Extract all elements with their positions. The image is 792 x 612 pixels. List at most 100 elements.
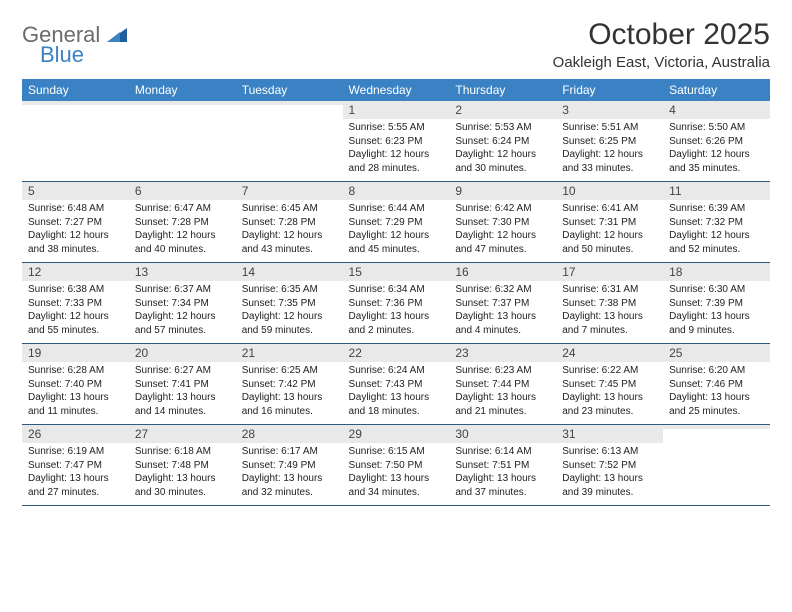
calendar-week-row: 19Sunrise: 6:28 AMSunset: 7:40 PMDayligh…	[22, 344, 770, 425]
day-number: 8	[343, 182, 450, 200]
calendar-day-cell: 19Sunrise: 6:28 AMSunset: 7:40 PMDayligh…	[22, 344, 129, 425]
day-number: 20	[129, 344, 236, 362]
day-number: 2	[449, 101, 556, 119]
day-detail-line: and 38 minutes.	[28, 243, 123, 257]
day-detail-line: and 37 minutes.	[455, 486, 550, 500]
day-detail-line: Daylight: 13 hours	[349, 310, 444, 324]
day-detail-line: and 7 minutes.	[562, 324, 657, 338]
day-detail-line: Sunset: 7:35 PM	[242, 297, 337, 311]
calendar-table: Sunday Monday Tuesday Wednesday Thursday…	[22, 79, 770, 506]
day-details	[236, 105, 343, 161]
day-detail-line: Sunset: 6:24 PM	[455, 135, 550, 149]
calendar-page: General Blue October 2025 Oakleigh East,…	[0, 0, 792, 516]
day-number: 13	[129, 263, 236, 281]
day-detail-line: Sunset: 7:43 PM	[349, 378, 444, 392]
day-detail-line: Sunrise: 6:35 AM	[242, 283, 337, 297]
calendar-week-row: 5Sunrise: 6:48 AMSunset: 7:27 PMDaylight…	[22, 182, 770, 263]
day-detail-line: and 27 minutes.	[28, 486, 123, 500]
day-detail-line: Sunrise: 6:20 AM	[669, 364, 764, 378]
calendar-day-cell: 9Sunrise: 6:42 AMSunset: 7:30 PMDaylight…	[449, 182, 556, 263]
calendar-day-cell: 11Sunrise: 6:39 AMSunset: 7:32 PMDayligh…	[663, 182, 770, 263]
day-detail-line: Sunset: 7:48 PM	[135, 459, 230, 473]
calendar-day-cell: 12Sunrise: 6:38 AMSunset: 7:33 PMDayligh…	[22, 263, 129, 344]
day-detail-line: Sunrise: 5:50 AM	[669, 121, 764, 135]
day-detail-line: and 9 minutes.	[669, 324, 764, 338]
calendar-day-cell: 21Sunrise: 6:25 AMSunset: 7:42 PMDayligh…	[236, 344, 343, 425]
calendar-day-cell	[129, 101, 236, 182]
day-details: Sunrise: 6:41 AMSunset: 7:31 PMDaylight:…	[556, 200, 663, 262]
day-details: Sunrise: 6:22 AMSunset: 7:45 PMDaylight:…	[556, 362, 663, 424]
calendar-day-cell: 26Sunrise: 6:19 AMSunset: 7:47 PMDayligh…	[22, 425, 129, 506]
day-detail-line: Daylight: 12 hours	[455, 229, 550, 243]
day-detail-line: Sunrise: 6:28 AM	[28, 364, 123, 378]
day-detail-line: Sunrise: 6:42 AM	[455, 202, 550, 216]
day-details: Sunrise: 6:34 AMSunset: 7:36 PMDaylight:…	[343, 281, 450, 343]
calendar-day-cell	[663, 425, 770, 506]
day-detail-line: Sunrise: 6:38 AM	[28, 283, 123, 297]
day-number: 23	[449, 344, 556, 362]
day-detail-line: Sunrise: 6:17 AM	[242, 445, 337, 459]
day-number: 14	[236, 263, 343, 281]
day-detail-line: Daylight: 12 hours	[242, 229, 337, 243]
calendar-body: 1Sunrise: 5:55 AMSunset: 6:23 PMDaylight…	[22, 101, 770, 506]
day-detail-line: Sunrise: 6:18 AM	[135, 445, 230, 459]
day-detail-line: and 43 minutes.	[242, 243, 337, 257]
day-detail-line: Daylight: 13 hours	[455, 310, 550, 324]
calendar-day-cell: 14Sunrise: 6:35 AMSunset: 7:35 PMDayligh…	[236, 263, 343, 344]
day-details: Sunrise: 6:42 AMSunset: 7:30 PMDaylight:…	[449, 200, 556, 262]
day-number: 31	[556, 425, 663, 443]
day-detail-line: Sunrise: 6:15 AM	[349, 445, 444, 459]
day-detail-line: Sunset: 7:46 PM	[669, 378, 764, 392]
day-details: Sunrise: 6:44 AMSunset: 7:29 PMDaylight:…	[343, 200, 450, 262]
day-detail-line: Sunset: 7:30 PM	[455, 216, 550, 230]
header: General Blue October 2025 Oakleigh East,…	[22, 18, 770, 71]
day-details: Sunrise: 6:19 AMSunset: 7:47 PMDaylight:…	[22, 443, 129, 505]
calendar-day-cell: 1Sunrise: 5:55 AMSunset: 6:23 PMDaylight…	[343, 101, 450, 182]
day-number: 6	[129, 182, 236, 200]
day-detail-line: Daylight: 12 hours	[669, 229, 764, 243]
day-detail-line: Sunset: 6:25 PM	[562, 135, 657, 149]
day-detail-line: and 45 minutes.	[349, 243, 444, 257]
calendar-day-cell: 23Sunrise: 6:23 AMSunset: 7:44 PMDayligh…	[449, 344, 556, 425]
day-number: 30	[449, 425, 556, 443]
day-details: Sunrise: 6:45 AMSunset: 7:28 PMDaylight:…	[236, 200, 343, 262]
logo-text-block: General Blue	[22, 22, 127, 68]
calendar-day-cell: 29Sunrise: 6:15 AMSunset: 7:50 PMDayligh…	[343, 425, 450, 506]
day-detail-line: Sunrise: 6:27 AM	[135, 364, 230, 378]
day-detail-line: Daylight: 13 hours	[562, 472, 657, 486]
day-detail-line: Sunset: 7:31 PM	[562, 216, 657, 230]
day-detail-line: and 4 minutes.	[455, 324, 550, 338]
day-detail-line: Sunrise: 6:14 AM	[455, 445, 550, 459]
calendar-day-cell: 4Sunrise: 5:50 AMSunset: 6:26 PMDaylight…	[663, 101, 770, 182]
day-detail-line: Sunrise: 6:13 AM	[562, 445, 657, 459]
day-detail-line: Sunset: 7:47 PM	[28, 459, 123, 473]
calendar-day-cell: 31Sunrise: 6:13 AMSunset: 7:52 PMDayligh…	[556, 425, 663, 506]
calendar-day-cell: 7Sunrise: 6:45 AMSunset: 7:28 PMDaylight…	[236, 182, 343, 263]
day-detail-line: and 32 minutes.	[242, 486, 337, 500]
day-details: Sunrise: 6:25 AMSunset: 7:42 PMDaylight:…	[236, 362, 343, 424]
calendar-day-cell	[236, 101, 343, 182]
calendar-week-row: 12Sunrise: 6:38 AMSunset: 7:33 PMDayligh…	[22, 263, 770, 344]
day-detail-line: and 59 minutes.	[242, 324, 337, 338]
day-detail-line: Sunrise: 6:34 AM	[349, 283, 444, 297]
calendar-day-cell: 27Sunrise: 6:18 AMSunset: 7:48 PMDayligh…	[129, 425, 236, 506]
day-number: 26	[22, 425, 129, 443]
day-detail-line: Daylight: 13 hours	[28, 391, 123, 405]
day-details: Sunrise: 6:48 AMSunset: 7:27 PMDaylight:…	[22, 200, 129, 262]
day-number: 28	[236, 425, 343, 443]
day-detail-line: and 14 minutes.	[135, 405, 230, 419]
day-details: Sunrise: 6:38 AMSunset: 7:33 PMDaylight:…	[22, 281, 129, 343]
weekday-heading: Sunday	[22, 79, 129, 101]
calendar-day-cell: 13Sunrise: 6:37 AMSunset: 7:34 PMDayligh…	[129, 263, 236, 344]
weekday-heading: Tuesday	[236, 79, 343, 101]
day-number: 19	[22, 344, 129, 362]
day-details: Sunrise: 5:50 AMSunset: 6:26 PMDaylight:…	[663, 119, 770, 181]
day-details: Sunrise: 6:20 AMSunset: 7:46 PMDaylight:…	[663, 362, 770, 424]
day-details: Sunrise: 5:55 AMSunset: 6:23 PMDaylight:…	[343, 119, 450, 181]
day-detail-line: Sunset: 6:26 PM	[669, 135, 764, 149]
day-detail-line: Sunrise: 6:48 AM	[28, 202, 123, 216]
day-details: Sunrise: 6:23 AMSunset: 7:44 PMDaylight:…	[449, 362, 556, 424]
day-detail-line: Sunset: 7:45 PM	[562, 378, 657, 392]
day-details: Sunrise: 6:47 AMSunset: 7:28 PMDaylight:…	[129, 200, 236, 262]
day-number: 25	[663, 344, 770, 362]
